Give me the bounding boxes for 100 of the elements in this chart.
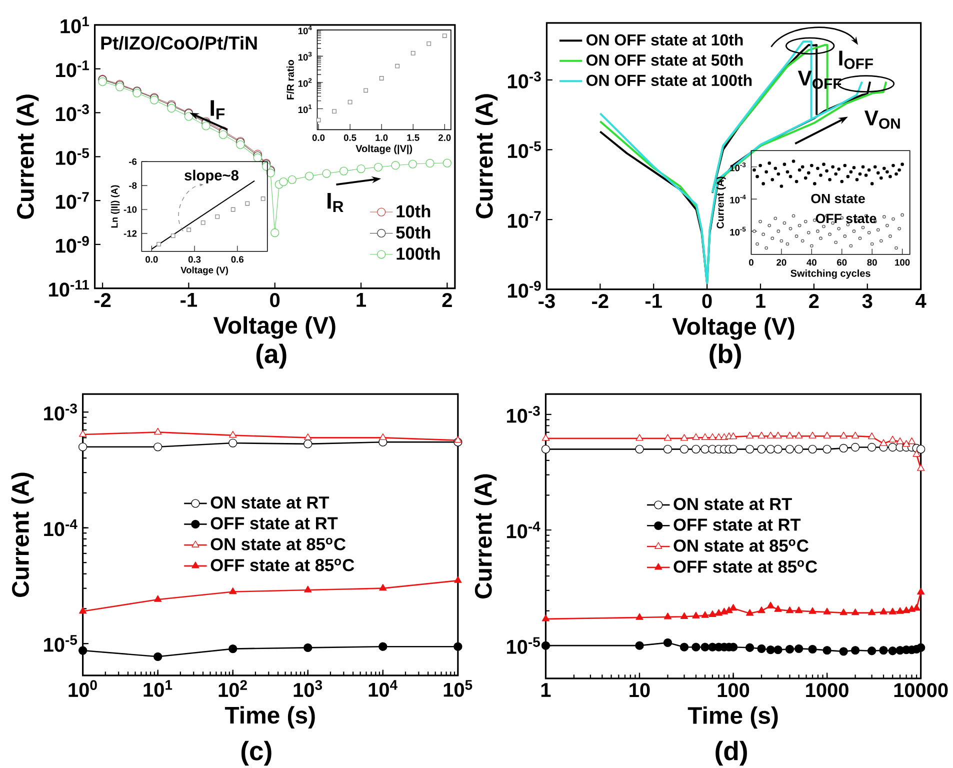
- point: [794, 180, 798, 184]
- point: [426, 41, 432, 46]
- point: [870, 182, 874, 186]
- point: [892, 164, 895, 168]
- y-tick-label: -12: [124, 230, 137, 237]
- annotation: V$_{ON}$: [864, 110, 900, 129]
- point: [816, 166, 820, 170]
- x-tick-label: -1: [180, 292, 198, 307]
- x-tick-label: 0: [702, 294, 712, 308]
- point: [894, 246, 898, 250]
- point: [894, 172, 898, 176]
- x-tick-label: 10$^{1}$: [144, 680, 172, 697]
- y-tick-label: 10$^{-5}$: [506, 637, 540, 654]
- y-axis-title: Current (A): [474, 474, 497, 598]
- point: [888, 234, 892, 238]
- point: [770, 236, 774, 240]
- x-tick-label: 3: [862, 294, 872, 308]
- point: [764, 170, 768, 174]
- point: [819, 173, 822, 177]
- y-tick-label: 10$^{-3}$: [44, 404, 77, 420]
- y-tick-label: 10$^{-4}$: [506, 522, 540, 538]
- x-tick-label: 0: [749, 259, 754, 266]
- point: [170, 234, 176, 238]
- y-tick-label: 10$^{-7}$: [508, 211, 541, 228]
- x-tick-label: 1000: [806, 683, 848, 698]
- y-tick-label: 10$^{-3}$: [508, 71, 541, 88]
- point: [837, 167, 841, 171]
- x-tick-label: 4: [916, 294, 926, 308]
- point: [798, 224, 802, 228]
- point: [156, 242, 162, 246]
- annotation: I$_{OFF}$: [839, 50, 873, 69]
- point: [800, 239, 804, 242]
- point: [752, 229, 756, 233]
- annotation: slope~8: [184, 170, 238, 184]
- point: [200, 220, 206, 225]
- y-axis-title: Current (A): [716, 176, 726, 228]
- legend-label: ON state at 85$^{o}$C: [210, 538, 346, 550]
- point: [304, 433, 312, 440]
- point: [822, 224, 826, 228]
- point: [870, 242, 874, 246]
- annotation: I$_{R}$: [328, 192, 344, 212]
- point: [167, 104, 176, 112]
- point: [395, 64, 400, 68]
- x-tick-label: 10$^{5}$: [444, 680, 472, 697]
- point: [831, 165, 834, 168]
- x-tick-label: 100: [718, 683, 750, 698]
- y-tick-label: 10$^{-5}$: [44, 635, 78, 652]
- x-tick-label: 10000: [894, 683, 948, 698]
- point: [876, 171, 880, 174]
- y-axis-title: Current (A): [16, 94, 39, 219]
- legend-label: OFF state at RT: [210, 517, 338, 530]
- y-tick-label: 10$^{-7}$: [56, 192, 89, 209]
- point: [379, 584, 387, 591]
- annotation: I$_{F}$: [210, 100, 225, 120]
- legend-label: 100th: [396, 247, 440, 260]
- point: [855, 178, 859, 182]
- point: [768, 161, 772, 165]
- point: [898, 168, 901, 172]
- y-tick-label: -8: [129, 182, 137, 189]
- point: [828, 232, 832, 236]
- point: [804, 176, 808, 180]
- point: [792, 214, 796, 218]
- point: [184, 112, 194, 121]
- y-tick-label: 10$^{-5}$: [56, 148, 90, 165]
- point: [215, 214, 220, 219]
- legend-label: 10th: [396, 204, 430, 218]
- point: [788, 226, 792, 230]
- point: [886, 224, 889, 228]
- point: [79, 606, 87, 614]
- y-axis-title: F/R ratio: [286, 60, 294, 100]
- text: (c): [241, 740, 272, 766]
- point: [364, 88, 368, 93]
- point: [864, 173, 868, 177]
- point: [794, 234, 798, 238]
- annotation: Pt/IZO/CoO/Pt/TiN: [101, 36, 257, 50]
- legend-label: ON state at RT: [210, 496, 330, 509]
- point: [825, 169, 828, 172]
- x-tick-label: 1: [756, 294, 766, 308]
- y-axis-title: Current (A): [475, 94, 498, 218]
- x-tick-label: 0: [270, 292, 280, 308]
- point: [900, 162, 904, 166]
- y-tick-label: 10$^{1}$: [298, 104, 312, 114]
- point: [892, 217, 895, 221]
- legend-label: ON OFF state at 10th: [586, 34, 743, 46]
- point: [454, 436, 462, 443]
- point: [752, 168, 756, 172]
- legend-label: ON state at 85$^{o}$C: [674, 539, 808, 552]
- point: [886, 170, 889, 174]
- point: [888, 174, 892, 178]
- x-axis-title: Voltage (V): [672, 317, 794, 340]
- point: [154, 428, 162, 434]
- point: [867, 230, 871, 234]
- point: [774, 166, 778, 170]
- point: [776, 229, 780, 233]
- x-tick-label: 10$^{4}$: [368, 680, 398, 697]
- x-axis-title: Voltage (V): [180, 266, 228, 276]
- x-tick-label: -2: [592, 294, 608, 308]
- point: [230, 207, 236, 212]
- x-tick-label: 1: [541, 683, 551, 697]
- point: [828, 178, 832, 182]
